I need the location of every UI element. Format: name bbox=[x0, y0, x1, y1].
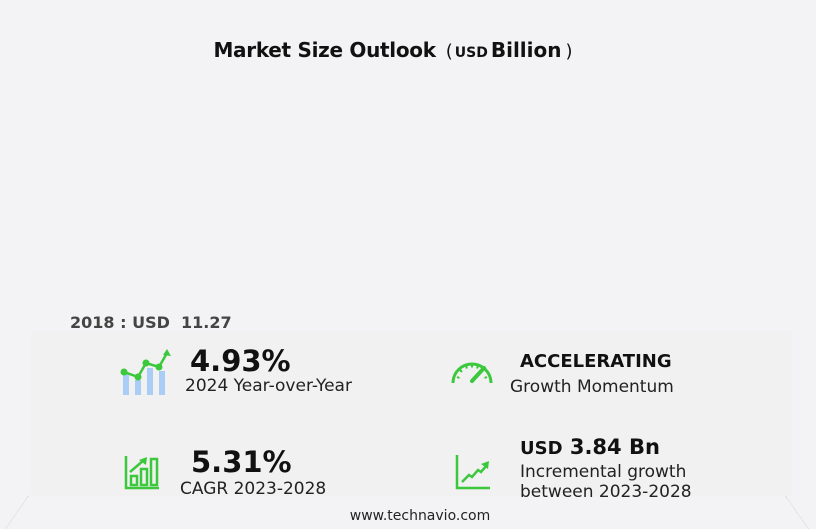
title-text: Market Size Outlook bbox=[213, 38, 436, 62]
incremental-value: USD 3.84 Bn bbox=[520, 437, 692, 458]
incremental-label: Incremental growth between 2023-2028 bbox=[520, 462, 692, 502]
incremental-label-line2: between 2023-2028 bbox=[520, 481, 692, 502]
speedometer-icon bbox=[450, 359, 494, 385]
metric-yoy: 4.93% 2024 Year-over-Year bbox=[185, 344, 352, 397]
chart-plot-area bbox=[30, 80, 790, 305]
cagr-label: CAGR 2023-2028 bbox=[180, 479, 327, 499]
incremental-label-line1: Incremental growth bbox=[520, 462, 687, 482]
cagr-value: 5.31% bbox=[191, 445, 292, 479]
incremental-currency: USD bbox=[520, 438, 563, 459]
momentum-label: Growth Momentum bbox=[510, 377, 674, 397]
chart-title: Market Size Outlook (USD Billion) bbox=[0, 38, 786, 62]
footer-url: www.technavio.com bbox=[349, 508, 491, 524]
metric-momentum: ACCELERATING Growth Momentum bbox=[510, 351, 674, 398]
line-chart-up-icon bbox=[455, 455, 491, 490]
momentum-value: ACCELERATING bbox=[520, 351, 672, 372]
title-unit-currency: USD bbox=[454, 45, 488, 61]
yoy-value: 4.93% bbox=[190, 344, 291, 378]
metric-cagr: 5.31% CAGR 2023-2028 bbox=[180, 445, 327, 500]
title-paren-open: ( bbox=[445, 41, 453, 62]
bar-chart-arrow-icon bbox=[124, 455, 160, 490]
base-year-label: 2018 : USD 11.27 bbox=[70, 313, 232, 332]
title-paren-close: ) bbox=[565, 41, 573, 62]
yoy-label: 2024 Year-over-Year bbox=[185, 376, 352, 396]
bar-line-growth-icon bbox=[119, 349, 171, 397]
incremental-amount: 3.84 Bn bbox=[569, 435, 660, 459]
title-unit-scale: Billion bbox=[490, 38, 562, 62]
metric-incremental: USD 3.84 Bn Incremental growth between 2… bbox=[520, 437, 692, 502]
